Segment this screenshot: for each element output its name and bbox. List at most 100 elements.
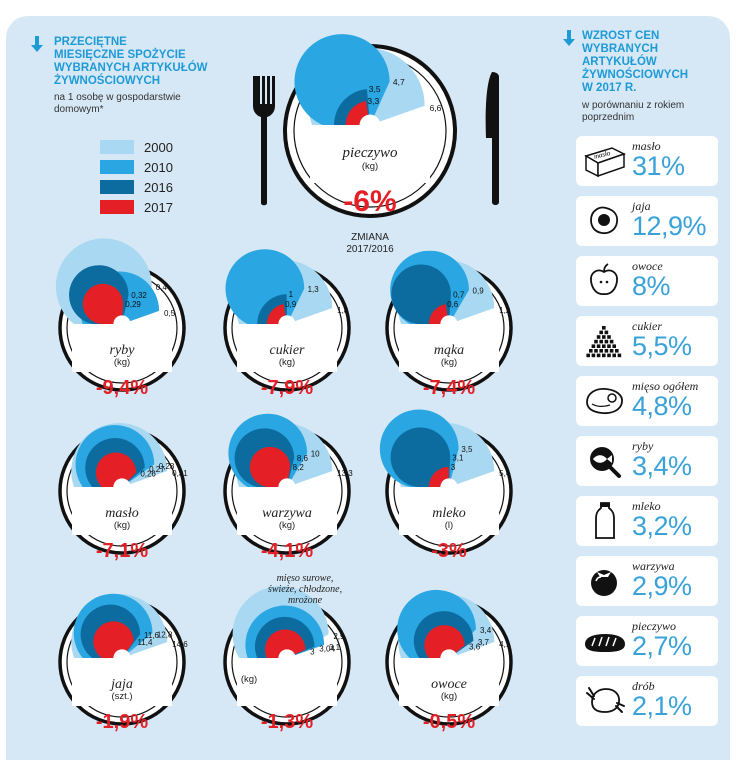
price-item-name: cukier <box>632 319 662 333</box>
price-item-name: pieczywo <box>632 619 676 633</box>
chart-name: masło <box>105 506 138 521</box>
price-item-pieczywo: pieczywo 2,7% <box>576 616 718 666</box>
data-label: 0,31 <box>172 469 188 478</box>
down-arrow-icon <box>563 30 575 46</box>
data-label: 8,2 <box>293 463 305 472</box>
sugar-cube <box>594 349 598 353</box>
chart-unit: (kg) <box>441 357 457 368</box>
price-item-value: 2,9% <box>632 571 692 601</box>
data-label: 3 <box>451 463 456 472</box>
sugar-cube <box>594 339 598 344</box>
chart-change: -4,1% <box>261 540 313 562</box>
data-label: 6,6 <box>430 103 442 113</box>
chart-unit: (kg) <box>114 357 130 368</box>
mask-4 <box>72 487 172 535</box>
data-label: 0,27 <box>149 465 165 474</box>
chart-unit: (kg) <box>279 520 295 531</box>
price-item-value: 2,7% <box>632 631 692 661</box>
sugar-cube <box>591 353 596 358</box>
sugar-cube <box>599 339 603 344</box>
sugar-cube <box>596 353 601 358</box>
bar-2017 <box>95 452 137 487</box>
data-label: 14,6 <box>172 640 188 649</box>
price-item-name: drób <box>632 679 655 693</box>
data-label: 0,28 <box>159 462 175 471</box>
data-label: 3 <box>310 647 315 656</box>
sugar-cube <box>599 349 603 353</box>
data-label: 3,1 <box>452 453 464 462</box>
butter-text: masło <box>593 149 612 161</box>
right-subtitle: w porównaniu z rokiem poprzednim <box>582 100 685 123</box>
mask-8 <box>237 658 337 706</box>
data-label: 1,2 <box>499 306 511 315</box>
price-item-value: 3,4% <box>632 451 692 481</box>
data-label: 4,1 <box>499 640 511 649</box>
chart-change: -6% <box>343 185 396 218</box>
sugar-cube <box>609 349 614 353</box>
data-label: 8,6 <box>297 454 309 463</box>
chart-change: -1,9% <box>96 711 148 733</box>
data-label: 3,3 <box>367 96 379 106</box>
right-title: WZROST CEN WYBRANYCH ARTYKUŁÓW ŻYWNOŚCIO… <box>582 30 689 94</box>
data-label: 11,6 <box>144 631 160 640</box>
price-item-name: ryby <box>632 439 654 453</box>
sugar-cube <box>609 339 614 344</box>
data-label: 0,6 <box>447 300 459 309</box>
chart-unit: (kg) <box>114 520 130 531</box>
mask-9 <box>399 658 499 706</box>
data-label: 3,6 <box>469 642 481 651</box>
bar-2016 <box>390 427 451 487</box>
price-item-name: owoce <box>632 259 663 273</box>
chart-unit: (kg) <box>241 674 257 685</box>
knife-icon <box>485 72 499 205</box>
data-label: 1,8 <box>337 306 349 315</box>
tomato-icon <box>591 570 617 596</box>
down-arrow-icon <box>31 36 43 52</box>
data-label: 1 <box>289 290 294 299</box>
chart-change: -3% <box>431 540 467 562</box>
sugar-icon <box>586 326 622 358</box>
price-item-warzywa: warzywa 2,9% <box>576 556 718 606</box>
price-item-value: 5,5% <box>632 331 692 361</box>
chicken-icon <box>586 687 625 713</box>
price-item-value: 31% <box>632 151 685 181</box>
price-item-cukier: cukier 5,5% <box>576 316 718 366</box>
bar-2017 <box>82 283 124 324</box>
sugar-cube <box>612 353 616 358</box>
sugar-cube <box>607 353 611 358</box>
steak-icon <box>586 388 623 415</box>
sugar-cube <box>602 335 606 339</box>
price-item-name: masło <box>632 139 661 153</box>
data-label: 0,7 <box>453 290 465 299</box>
price-item-ryby: ryby 3,4% <box>576 436 718 486</box>
egg-icon <box>590 206 619 235</box>
data-label: 1,3 <box>308 285 320 294</box>
data-label: 0,26 <box>140 470 156 479</box>
chart-unit: (l) <box>445 520 453 531</box>
chart-change: -1,3% <box>261 711 313 733</box>
price-item-name: mleko <box>632 499 661 513</box>
sugar-cube <box>617 353 622 358</box>
data-label: 3,7 <box>478 638 490 647</box>
chart-name: pieczywo <box>342 145 398 161</box>
chart-unit: (kg) <box>279 357 295 368</box>
sugar-cube <box>607 344 611 348</box>
apple-icon <box>590 263 618 295</box>
chart-change: -7,1% <box>96 540 148 562</box>
data-label: 13,3 <box>337 469 353 478</box>
chart-name: ryby <box>110 343 136 358</box>
price-item-value: 8% <box>632 271 671 301</box>
chart-unit: (szt.) <box>111 691 132 702</box>
data-label: 0,29 <box>125 300 141 309</box>
data-label: 12,8 <box>157 630 173 639</box>
data-label: 4,7 <box>393 77 405 87</box>
price-item-value: 4,8% <box>632 391 692 421</box>
sugar-cube <box>589 349 593 353</box>
butter-icon: masło <box>584 147 626 178</box>
mask-6 <box>399 487 499 535</box>
price-item-value: 2,1% <box>632 691 692 721</box>
chart-name: cukier <box>270 343 306 358</box>
mask-7 <box>72 658 172 706</box>
bar-2017 <box>424 625 465 658</box>
